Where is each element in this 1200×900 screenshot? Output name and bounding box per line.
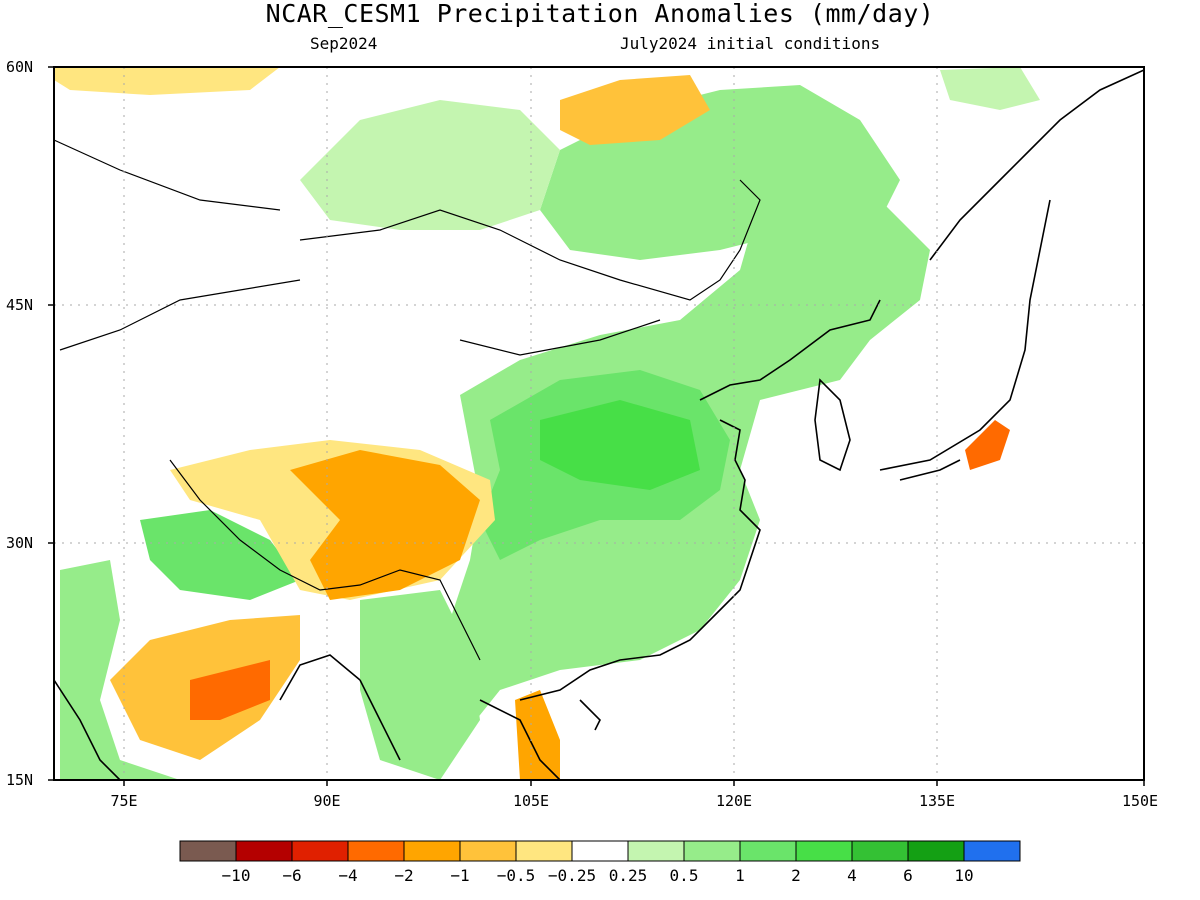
colorbar-tick-label: −0.5 — [496, 866, 536, 885]
colorbar-tick-label: 2 — [791, 866, 801, 885]
positive-anomaly-india-south — [60, 560, 180, 780]
negative-anomaly-siberia — [560, 75, 710, 145]
lat-label-60n: 60N — [6, 58, 34, 76]
colorbar-swatch — [179, 840, 237, 862]
lon-label-150e: 150E — [1121, 792, 1159, 810]
coastline-china-east — [519, 299, 881, 701]
colorbar-tick-label: −10 — [221, 866, 251, 885]
initial-conditions: July2024 initial conditions — [620, 34, 881, 53]
colorbar-swatch — [683, 840, 741, 862]
lon-label-75e: 75E — [110, 792, 138, 810]
axis-ticks — [48, 66, 1145, 786]
coastline-korea — [814, 378, 851, 472]
lat-label-45n: 45N — [6, 296, 34, 314]
coastline-russia-east — [929, 69, 1144, 261]
border-central-asia — [54, 139, 301, 351]
colorbar-swatch — [795, 840, 853, 862]
map-frame — [53, 66, 1145, 781]
colorbar-swatch — [571, 840, 629, 862]
colorbar-swatch — [347, 840, 405, 862]
colorbar-tick-label: 1 — [735, 866, 745, 885]
coastlines — [54, 69, 1144, 780]
forecast-month: Sep2024 — [310, 34, 378, 53]
colorbar-tick-label: 10 — [954, 866, 974, 885]
negative-anomaly-vietnam — [515, 690, 560, 780]
colorbar-swatch — [235, 840, 293, 862]
negative-anomaly-tibet-strong — [290, 450, 480, 600]
negative-anomaly-india-strong — [190, 660, 270, 720]
colorbar-swatch — [459, 840, 517, 862]
colorbar-swatch — [739, 840, 797, 862]
map-title: NCAR_CESM1 Precipitation Anomalies (mm/d… — [265, 0, 935, 28]
colorbar-tick-label: 0.25 — [608, 866, 648, 885]
colorbar-swatch — [291, 840, 349, 862]
colorbar-swatch — [627, 840, 685, 862]
positive-anomaly-china-core — [540, 400, 700, 490]
colorbar-tick-label: 6 — [903, 866, 913, 885]
coastline-india — [54, 654, 361, 780]
grid-lines — [54, 67, 1144, 780]
colorbar — [179, 840, 1021, 862]
colorbar-swatch — [403, 840, 461, 862]
coastline-indochina — [359, 679, 601, 780]
colorbar-tick-label: −0.25 — [547, 866, 597, 885]
lon-label-90e: 90E — [313, 792, 341, 810]
positive-anomaly-himalaya — [140, 510, 300, 600]
anomaly-fields — [54, 67, 1040, 780]
colorbar-tick-label: −4 — [338, 866, 358, 885]
positive-anomaly-northeast — [940, 67, 1040, 110]
negative-anomaly-japan — [965, 420, 1010, 470]
positive-anomaly-north — [300, 100, 560, 230]
lon-label-120e: 120E — [715, 792, 753, 810]
negative-anomaly-northwest — [54, 67, 280, 95]
positive-anomaly-indochina — [360, 590, 480, 780]
colorbar-swatch — [851, 840, 909, 862]
lon-label-135e: 135E — [918, 792, 956, 810]
coastline-japan — [879, 199, 1051, 481]
colorbar-swatch — [963, 840, 1021, 862]
lat-label-15n: 15N — [6, 771, 34, 789]
colorbar-tick-label: 4 — [847, 866, 857, 885]
colorbar-tick-label: −2 — [394, 866, 414, 885]
lat-label-30n: 30N — [6, 534, 34, 552]
colorbar-tick-label: −6 — [282, 866, 302, 885]
colorbar-swatch — [907, 840, 965, 862]
colorbar-tick-label: −1 — [450, 866, 470, 885]
border-china-mongolia — [299, 179, 761, 356]
border-himalaya — [169, 459, 481, 661]
lon-label-105e: 105E — [512, 792, 550, 810]
colorbar-swatch — [515, 840, 573, 862]
colorbar-tick-label: 0.5 — [669, 866, 699, 885]
